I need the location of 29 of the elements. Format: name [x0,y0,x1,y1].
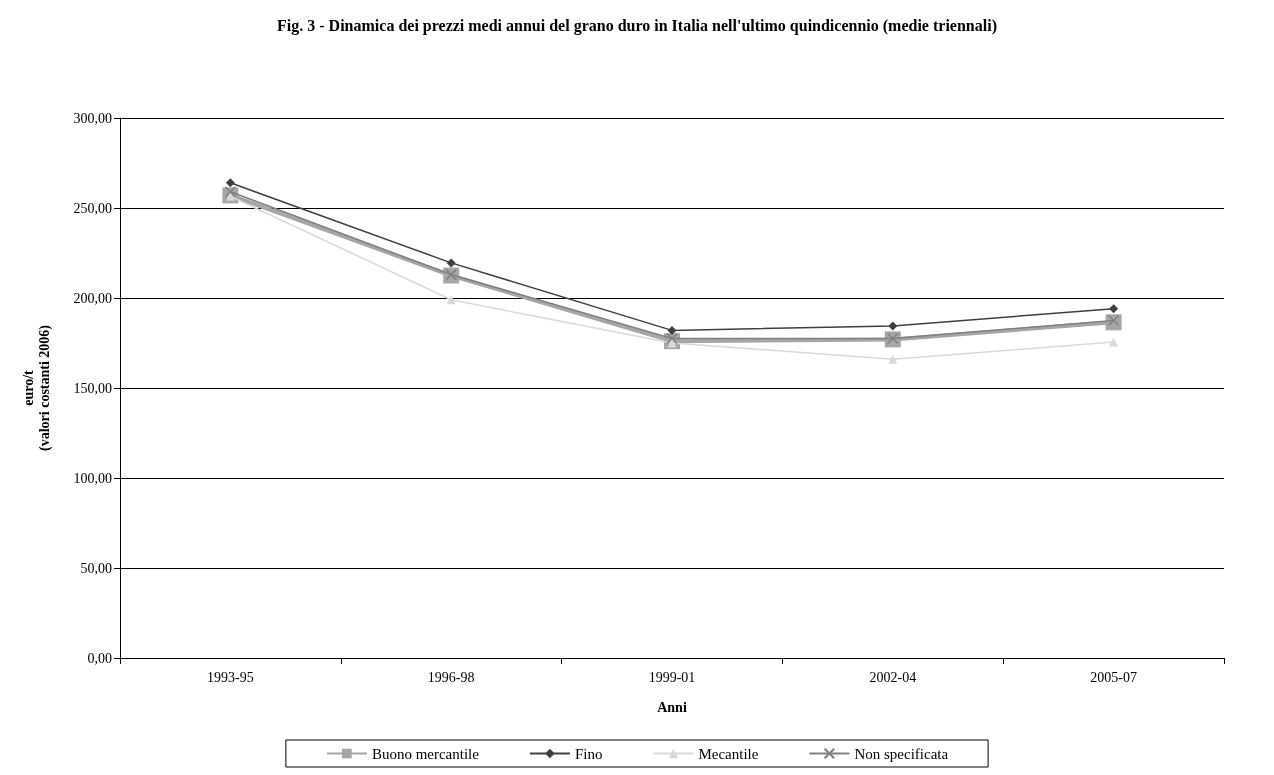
point [888,321,898,331]
x-tick-label: 1996-98 [427,669,475,685]
point [667,325,677,335]
point [225,178,235,188]
legend-label: Buono mercantile [371,745,480,762]
y-tick-label: 0,00 [87,650,112,666]
point [1107,314,1120,327]
point [446,258,456,268]
point [666,332,678,345]
chart-title: Fig. 3 - Dinamica dei prezzi medi annui del grano duro in Italia nell'ultimo quindicennio (medie triennali) [277,16,997,35]
legend-label: Mecantile [698,745,759,762]
x-axis-title: Anni [657,699,687,715]
y-tick-label: 300,00 [73,110,112,126]
x-tick-label: 2005-07 [1090,669,1137,685]
y-tick-label: 250,00 [73,200,112,216]
x-tick-label: 1999-01 [648,669,696,685]
legend-label: Non specificata [854,745,949,762]
point [1109,304,1119,314]
y-tick-label: 50,00 [80,560,112,576]
y-tick-label: 200,00 [73,290,112,306]
y-tick-label: 100,00 [73,470,112,486]
y-axis-title: euro/t (valori costanti 2006) [20,324,53,451]
x-tick-label: 1993-95 [207,669,254,685]
point [1109,337,1119,347]
point [224,186,237,198]
x-tick-label: 2002-04 [869,669,917,685]
point [888,354,898,364]
y-tick-label: 150,00 [73,380,112,396]
legend-label: Fino [574,745,603,762]
